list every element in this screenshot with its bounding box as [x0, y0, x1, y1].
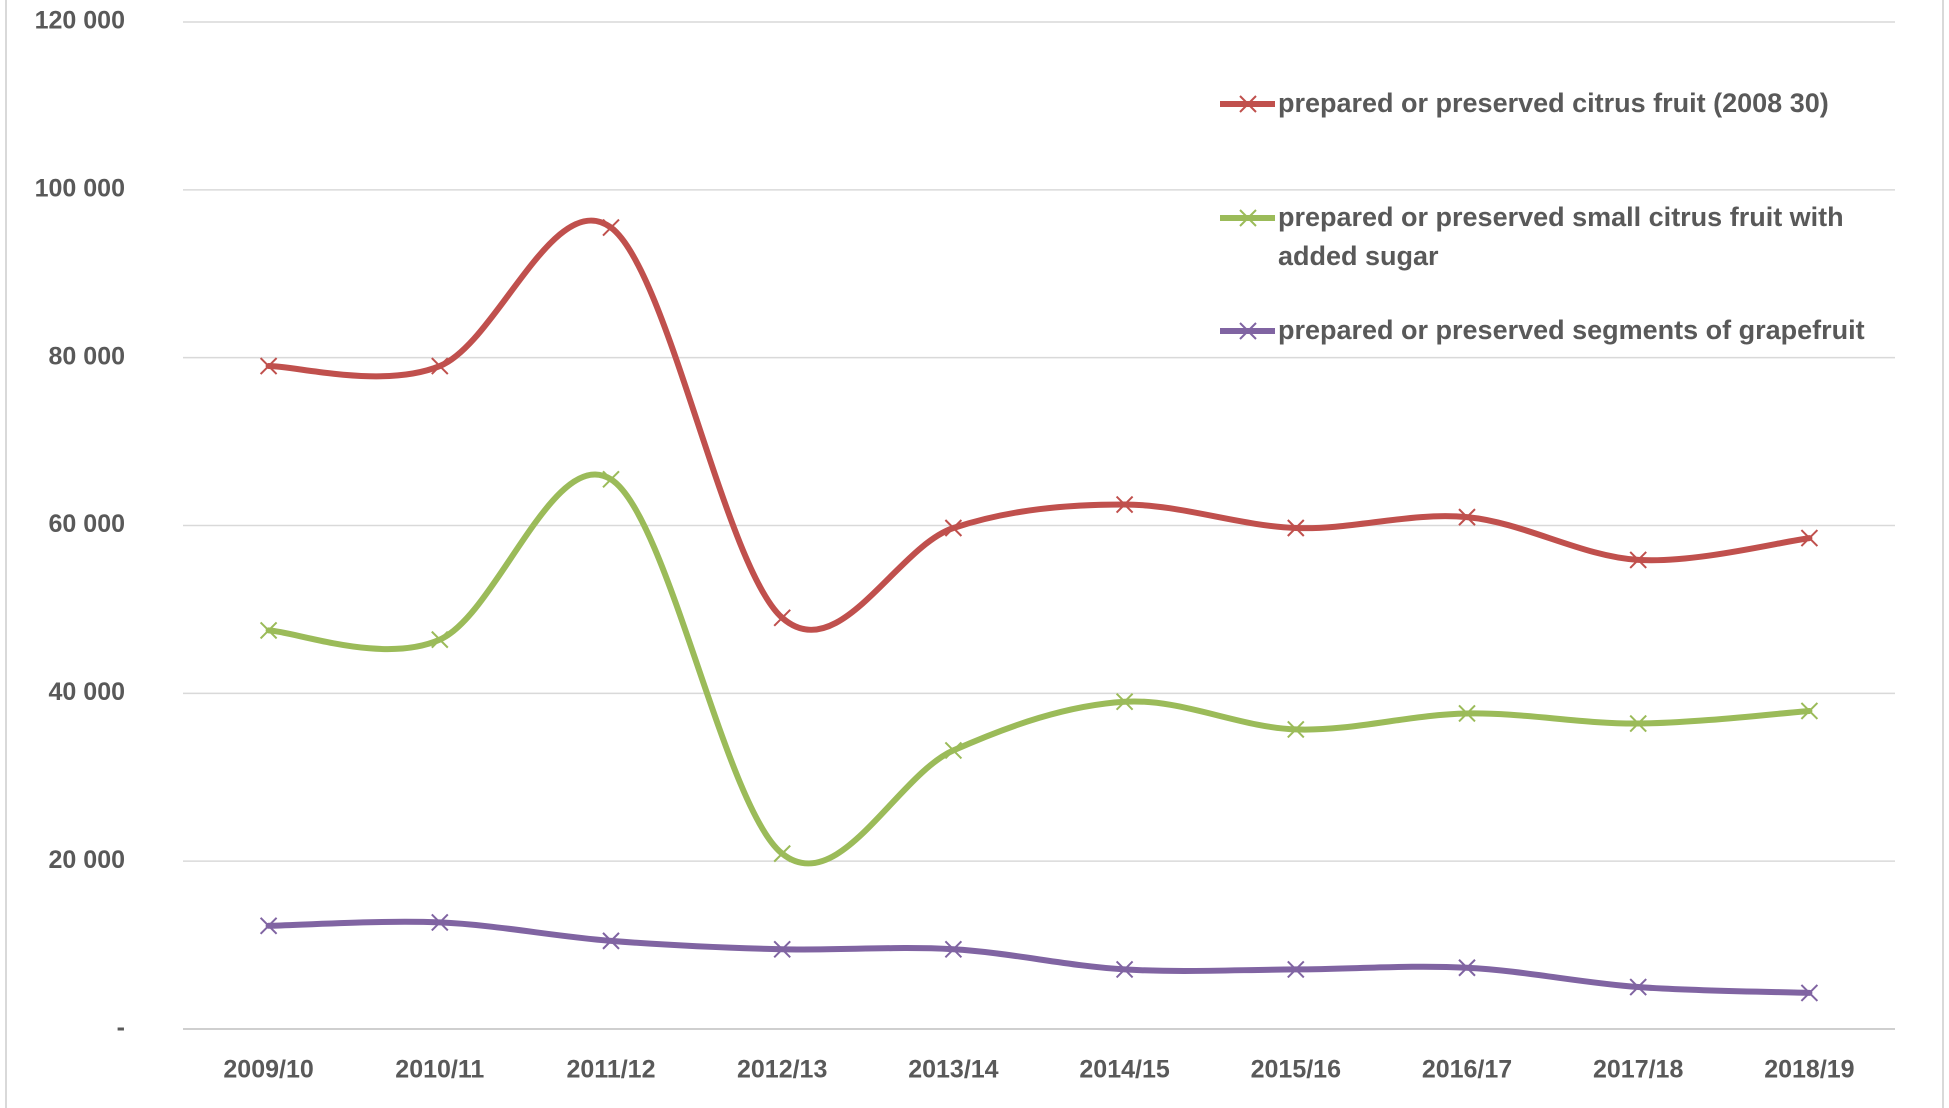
x-tick-label: 2014/15	[1079, 1056, 1169, 1084]
y-tick-label: 100 000	[35, 174, 125, 202]
series-line	[265, 471, 1813, 867]
data-marker	[1629, 978, 1647, 996]
data-marker	[773, 844, 791, 863]
series-line	[265, 918, 1813, 996]
x-tick-label: 2017/18	[1593, 1056, 1683, 1084]
series-line	[265, 217, 1813, 633]
data-marker	[1115, 960, 1134, 979]
data-marker	[602, 470, 620, 489]
data-marker	[1800, 529, 1819, 547]
data-marker	[1458, 704, 1476, 723]
data-marker	[1629, 551, 1647, 569]
data-marker	[602, 932, 620, 950]
data-marker	[1629, 714, 1647, 733]
data-marker	[1287, 720, 1305, 739]
legend-label: prepared or preserved citrus fruit (2008…	[1278, 88, 1829, 118]
data-marker	[602, 218, 620, 237]
legend-marker	[1239, 95, 1257, 113]
data-marker	[1287, 519, 1305, 537]
data-marker	[944, 519, 963, 537]
data-marker	[259, 357, 278, 375]
legend-label: prepared or preserved small citrus fruit…	[1278, 202, 1844, 271]
y-tick-label: -	[117, 1014, 125, 1042]
data-marker	[1458, 959, 1476, 977]
y-tick-label: 120 000	[35, 7, 125, 35]
data-marker	[773, 940, 791, 958]
x-tick-label: 2015/16	[1251, 1056, 1341, 1084]
x-tick-label: 2010/11	[395, 1056, 484, 1084]
data-marker	[1287, 960, 1305, 979]
data-marker	[944, 741, 963, 760]
x-tick-label: 2011/12	[567, 1056, 656, 1084]
y-tick-label: 20 000	[49, 846, 125, 874]
data-marker	[1115, 495, 1134, 514]
data-marker	[259, 917, 278, 935]
data-marker	[431, 630, 449, 649]
chart-frame	[5, 0, 1944, 1108]
legend-label: prepared or preserved segments of grapef…	[1278, 315, 1865, 345]
legend-marker	[1239, 209, 1257, 227]
data-marker	[944, 940, 963, 958]
data-marker	[1800, 702, 1819, 720]
y-tick-label: 40 000	[49, 678, 125, 706]
data-marker	[773, 609, 791, 627]
x-tick-label: 2016/17	[1422, 1056, 1512, 1084]
x-tick-label: 2013/14	[908, 1056, 998, 1084]
x-tick-label: 2009/10	[223, 1056, 313, 1084]
data-marker	[431, 357, 449, 375]
data-marker	[431, 913, 449, 932]
x-tick-label: 2012/13	[737, 1056, 827, 1084]
y-tick-label: 80 000	[49, 342, 125, 370]
data-marker	[259, 621, 278, 640]
data-marker	[1115, 693, 1134, 711]
data-marker	[1800, 984, 1819, 1002]
data-marker	[1458, 508, 1476, 526]
x-tick-label: 2018/19	[1764, 1056, 1854, 1084]
y-tick-label: 60 000	[49, 510, 125, 538]
legend-marker	[1239, 322, 1257, 340]
